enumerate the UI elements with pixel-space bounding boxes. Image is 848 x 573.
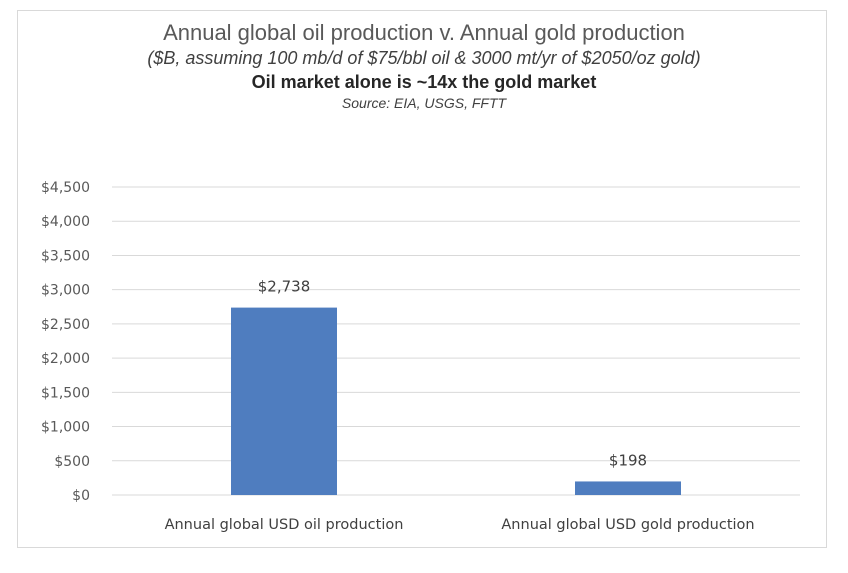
chart-frame (17, 10, 827, 548)
data-label: $198 (609, 451, 647, 469)
y-tick-label: $500 (54, 454, 90, 470)
bar (231, 307, 337, 495)
chart-titles: Annual global oil production v. Annual g… (0, 20, 848, 112)
y-tick-label: $4,500 (41, 180, 90, 196)
x-category-label: Annual global USD gold production (501, 517, 754, 533)
y-tick-label: $0 (72, 488, 90, 504)
data-label: $2,738 (258, 278, 311, 296)
chart-subtitle: ($B, assuming 100 mb/d of $75/bbl oil & … (147, 48, 701, 68)
y-tick-label: $4,000 (41, 214, 90, 230)
chart-title: Annual global oil production v. Annual g… (163, 20, 685, 45)
chart-source: Source: EIA, USGS, FFTT (341, 95, 507, 111)
chart-headline: Oil market alone is ~14x the gold market (251, 72, 597, 92)
y-tick-label: $2,000 (41, 351, 90, 367)
y-tick-label: $3,000 (41, 283, 90, 299)
y-tick-label: $1,500 (41, 385, 90, 401)
y-tick-label: $2,500 (41, 317, 90, 333)
bar (575, 481, 681, 495)
y-tick-label: $3,500 (41, 248, 90, 264)
x-category-label: Annual global USD oil production (165, 517, 404, 533)
y-tick-label: $1,000 (41, 420, 90, 436)
